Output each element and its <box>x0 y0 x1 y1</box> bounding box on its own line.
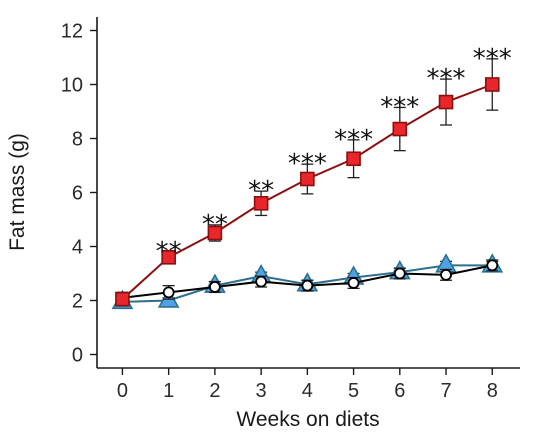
point-circle-6 <box>393 267 406 280</box>
point-square-5 <box>346 151 361 167</box>
point-circle-4 <box>301 279 314 292</box>
point-square-6 <box>392 121 408 137</box>
y-tick-label-2: 2 <box>72 291 83 313</box>
point-circle-7 <box>440 268 452 281</box>
x-axis-title: Weeks on diets <box>236 408 379 431</box>
y-tick-label-8: 8 <box>72 129 83 151</box>
point-circle-2 <box>208 281 221 293</box>
significance-label-8: *** <box>473 44 512 74</box>
x-tick-label-7: 7 <box>440 380 451 402</box>
point-square-7 <box>438 94 454 110</box>
point-square-0 <box>115 291 130 307</box>
point-circle-5 <box>347 277 360 289</box>
x-axis-ticks: 0 1 2 3 4 5 6 7 8 <box>117 368 498 402</box>
y-tick-label-10: 10 <box>61 75 83 97</box>
y-axis-ticks: 0 2 4 6 8 10 12 <box>61 21 97 367</box>
series-square <box>115 58 500 307</box>
point-square-8 <box>484 77 500 92</box>
point-square-2 <box>207 225 223 241</box>
y-axis-title: Fat mass (g) <box>6 133 29 251</box>
point-square-1 <box>161 250 176 265</box>
significance-label-1: ** <box>156 237 182 267</box>
x-tick-label-0: 0 <box>117 380 128 402</box>
significance-label-5: *** <box>334 125 373 155</box>
y-tick-label-0: 0 <box>72 345 83 367</box>
y-tick-label-6: 6 <box>72 183 83 205</box>
x-tick-label-5: 5 <box>348 380 359 402</box>
point-square-4 <box>300 171 315 187</box>
x-tick-label-3: 3 <box>256 380 267 402</box>
y-tick-label-4: 4 <box>72 237 83 259</box>
point-circle-3 <box>255 275 268 288</box>
series-layer <box>111 58 504 310</box>
x-tick-label-2: 2 <box>209 380 220 402</box>
significance-label-4: *** <box>288 149 327 179</box>
significance-labels: ********************* <box>156 44 512 267</box>
x-tick-label-4: 4 <box>302 380 313 402</box>
significance-label-7: *** <box>427 64 466 94</box>
y-tick-label-12: 12 <box>61 21 83 43</box>
point-circle-1 <box>162 286 175 299</box>
point-circle-8 <box>486 259 499 272</box>
significance-label-6: *** <box>380 92 419 122</box>
x-tick-label-6: 6 <box>394 380 405 402</box>
significance-label-3: ** <box>248 176 274 206</box>
x-tick-label-1: 1 <box>163 380 174 402</box>
x-tick-label-8: 8 <box>487 380 498 402</box>
point-square-3 <box>253 196 269 211</box>
significance-label-2: ** <box>202 210 228 240</box>
